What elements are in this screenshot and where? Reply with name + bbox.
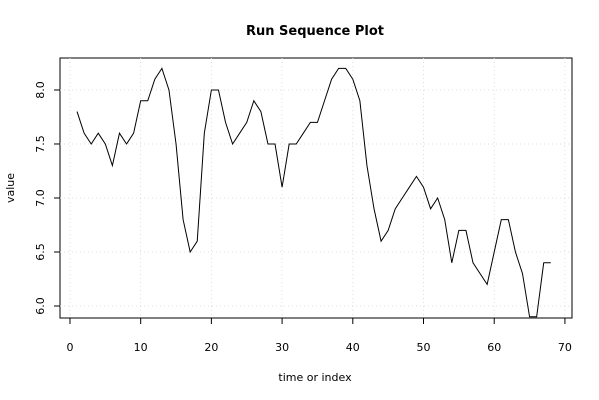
chart-title: Run Sequence Plot	[246, 24, 384, 39]
x-tick-label: 60	[487, 341, 501, 354]
y-axis-label: value	[4, 173, 17, 203]
y-tick-label: 6.5	[34, 243, 47, 261]
x-tick-label: 0	[66, 341, 73, 354]
x-axis-label: time or index	[278, 371, 352, 384]
y-tick-label: 7.5	[34, 135, 47, 153]
x-tick-label: 40	[346, 341, 360, 354]
x-tick-label: 20	[204, 341, 218, 354]
y-tick-label: 8.0	[34, 81, 47, 99]
y-tick-label: 7.0	[34, 189, 47, 207]
x-tick-label: 10	[134, 341, 148, 354]
data-line	[76, 67, 551, 318]
x-tick-label: 30	[275, 341, 289, 354]
x-tick-label: 70	[558, 341, 572, 354]
plot-frame	[59, 57, 573, 319]
x-tick-label: 50	[417, 341, 431, 354]
y-tick-label: 6.0	[34, 297, 47, 315]
